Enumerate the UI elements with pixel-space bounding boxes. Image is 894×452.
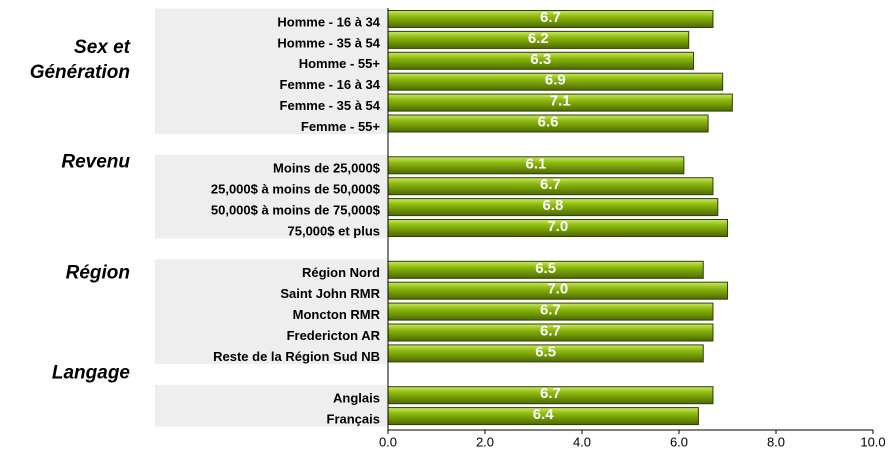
value-label: 7.1 [550,93,571,110]
value-label: 7.0 [547,218,568,235]
group-band [155,259,388,364]
category-label: Moncton RMR [293,307,381,322]
x-tick-label: 8.0 [767,434,785,449]
value-label: 6.7 [540,9,561,26]
value-label: 7.0 [547,281,568,298]
group-band [155,384,388,427]
group-label: Sex et Génération [29,37,130,83]
value-label: 6.7 [540,176,561,193]
x-tick-label: 2.0 [476,434,494,449]
x-tick-label: 6.0 [670,434,688,449]
category-label: Saint John RMR [280,286,380,301]
category-label: 75,000$ et plus [288,223,381,238]
value-label: 6.2 [528,30,549,47]
category-label: 50,000$ à moins de 75,000$ [211,203,381,218]
category-label: Anglais [333,391,380,406]
value-label: 6.5 [535,260,556,277]
value-label: 6.7 [540,302,561,319]
value-label: 6.7 [540,385,561,402]
category-label: Homme - 16 à 34 [277,14,380,29]
group-label: Langage [51,362,130,384]
x-tick-label: 10.0 [860,434,885,449]
category-label: Homme - 55+ [299,56,381,71]
category-label: 25,000$ à moins de 50,000$ [211,182,381,197]
category-label: Fredericton AR [287,328,381,343]
value-label: 6.9 [545,72,566,89]
value-label: 6.3 [530,51,551,68]
category-label: Français [327,412,380,427]
category-label: Moins de 25,000$ [273,161,381,176]
category-label: Femme - 55+ [301,119,381,134]
value-label: 6.8 [542,197,563,214]
value-label: 6.5 [535,343,556,360]
category-label: Femme - 35 à 54 [280,98,381,113]
value-label: 6.7 [540,322,561,339]
group-band [155,154,388,239]
category-label: Reste de la Région Sud NB [213,349,380,364]
value-label: 6.1 [525,155,546,172]
group-band [155,8,388,134]
category-label: Homme - 35 à 54 [277,35,380,50]
category-label: Femme - 16 à 34 [280,77,381,92]
x-tick-label: 4.0 [573,434,591,449]
group-label: Revenu [61,151,130,173]
group-label: Région [65,262,130,284]
x-tick-label: 0.0 [379,434,397,449]
value-label: 6.4 [533,406,555,423]
value-label: 6.6 [538,113,559,130]
category-label: Région Nord [302,265,380,280]
